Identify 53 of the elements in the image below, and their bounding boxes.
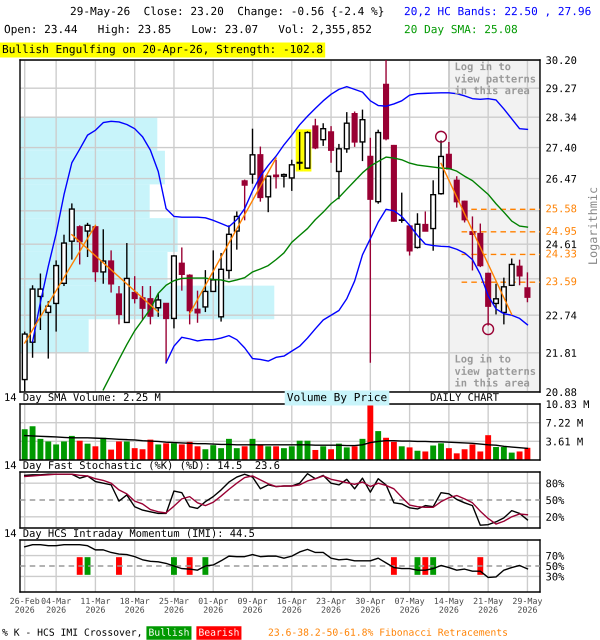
x-tick-label: 29-May 2026	[513, 598, 542, 613]
y-tick-label: 21.81	[546, 349, 576, 357]
y-tick-label: 7.22 M	[546, 418, 583, 427]
x-tick-label: 21-May 2026	[474, 598, 503, 613]
text: Bearish	[199, 628, 239, 636]
annotation: Log in to view patterns in this area	[454, 354, 536, 387]
y-tick-label: 28.34	[546, 113, 576, 122]
text: Bullish Engulfing on 20-Apr-26, Strength: -102.8	[2, 44, 322, 56]
x-tick-label: 07-May 2026	[395, 598, 424, 613]
ref-line-label: 24.95	[546, 226, 576, 235]
y-tick-label: 30.20	[546, 56, 576, 64]
x-tick-label: 14-May 2026	[434, 598, 464, 613]
chart-title: 14 Day HCS Intraday Momentum (IMI): 44.5	[5, 528, 254, 540]
x-tick-label: 25-Mar 2026	[160, 598, 189, 613]
chart-title: 29-May-26 Close: 23.20 Change: -0.56 {-2.4 %}	[70, 6, 384, 18]
y-tick-label: 29.27	[546, 84, 576, 92]
y-tick-label: 24.61	[546, 240, 576, 248]
text: 20 Day SMA: 25.08	[404, 24, 518, 36]
legend-title: % K - HCS IMI Crossover,	[2, 628, 140, 638]
x-tick-label: 26-Feb 2026	[10, 598, 40, 613]
chart-subtitle: Open: 23.44 High: 23.85 Low: 23.07 Vol: 2,355,852	[4, 24, 371, 36]
text: 23.6-38.2-50-61.8% Fibonacci Retracements	[268, 628, 508, 636]
ref-line-label: 23.59	[546, 277, 576, 286]
x-tick-label: 09-Apr 2026	[238, 598, 268, 613]
chart-title: 14 Day SMA Volume: 2.25 M	[5, 392, 160, 404]
text: 20,2 HC Bands: 22.50 , 27.96	[404, 6, 591, 17]
text: DAILY CHART	[430, 393, 499, 402]
y-tick-label: 10.83 M	[546, 400, 590, 408]
y-tick-label: 27.40	[546, 144, 576, 152]
ref-line-label: 24.33	[546, 250, 576, 258]
y-tick-label: 70%	[546, 552, 564, 560]
x-tick-label: 04-Mar 2026	[42, 598, 71, 613]
ref-line-label: 25.58	[546, 204, 576, 212]
y-tick-label: 22.74	[546, 311, 576, 320]
y-tick-label: 30%	[546, 572, 564, 581]
chart-title: 14 Day Fast Stochastic (%K) (%D): 14.5 23.6	[5, 460, 280, 472]
annotation: Log in to view patterns in this area	[454, 62, 536, 94]
x-tick-label: 01-Apr 2026	[198, 598, 228, 613]
x-tick-label: 16-Apr 2026	[278, 598, 307, 613]
x-tick-label: 30-Apr 2026	[356, 598, 386, 613]
x-tick-label: 18-Mar 2026	[120, 598, 150, 613]
text: Bullish	[149, 628, 189, 636]
x-tick-label: 11-Mar 2026	[81, 598, 110, 613]
y-tick-label: 20%	[546, 513, 564, 521]
y-tick-label: 3.61 M	[546, 438, 583, 446]
y-tick-label: 80%	[546, 479, 564, 488]
y-tick-label: 50%	[546, 496, 564, 504]
y-tick-label: 20.88	[546, 388, 576, 396]
text: Volume By Price	[287, 392, 387, 404]
y-tick-label: 50%	[546, 562, 564, 570]
y-tick-label: 26.47	[546, 174, 576, 183]
y-axis-title: Logarithmic	[588, 188, 600, 264]
x-tick-label: 23-Apr 2026	[316, 598, 346, 613]
